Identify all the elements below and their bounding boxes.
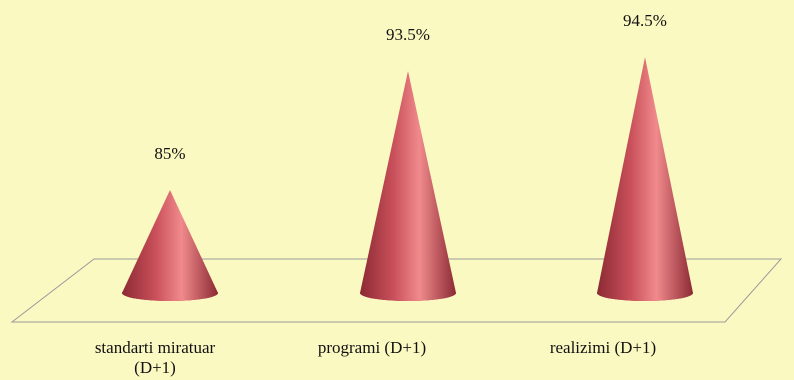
category-label: standarti miratuar (D+1): [95, 338, 216, 377]
data-label: 93.5%: [386, 25, 430, 44]
category-label-line: standarti miratuar: [95, 338, 216, 357]
chart-floor: [10, 258, 783, 323]
data-label: 94.5%: [623, 11, 667, 30]
cone-body: [122, 190, 218, 301]
cone-body: [597, 57, 693, 301]
cone-series: [122, 57, 693, 301]
category-labels: standarti miratuar (D+1) programi (D+1) rea…: [95, 338, 656, 377]
cone-bar: [597, 57, 693, 301]
category-label-line: (D+1): [134, 358, 176, 377]
category-label: realizimi (D+1): [550, 338, 656, 357]
cone-bar: [360, 71, 456, 301]
category-label-line: realizimi (D+1): [550, 338, 656, 357]
category-label-line: programi (D+1): [318, 338, 426, 357]
data-labels: 85% 93.5% 94.5%: [154, 11, 667, 163]
category-label: programi (D+1): [318, 338, 426, 357]
cone-body: [360, 71, 456, 301]
cone-bar: [122, 190, 218, 301]
data-label: 85%: [154, 144, 185, 163]
